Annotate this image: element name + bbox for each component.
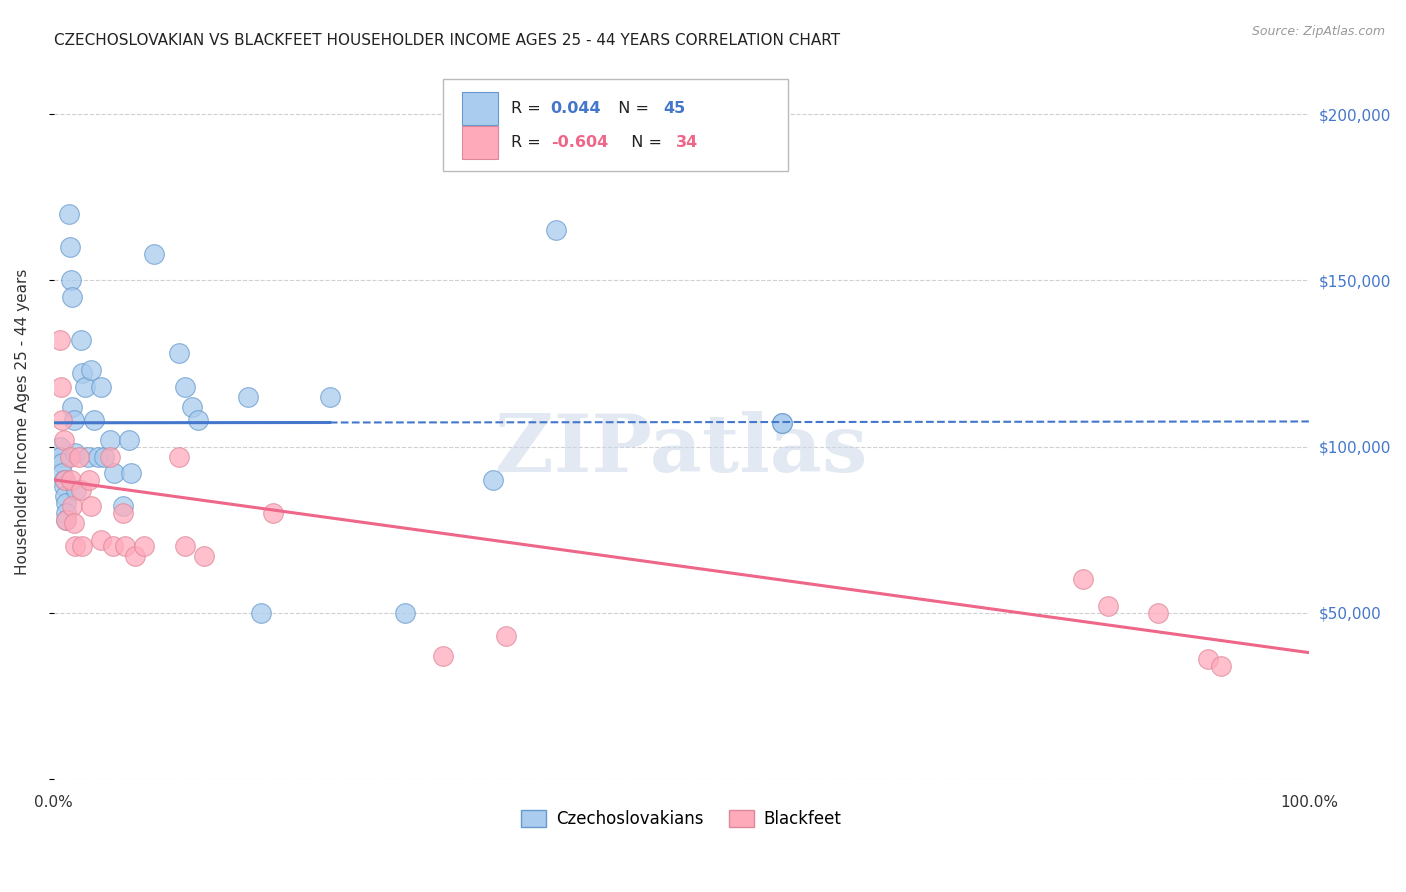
Point (1071, 573, 1094, 587)
Point (98, 433, 121, 447)
Point (62, 516, 84, 530)
Point (101, 539, 124, 553)
Point (1209, 659, 1232, 673)
Point (167, 450, 190, 464)
Point (63, 446, 86, 460)
Point (180, 400, 202, 414)
FancyBboxPatch shape (461, 92, 498, 125)
Point (55, 513, 77, 527)
Point (51, 413, 73, 427)
Point (49, 333, 72, 347)
Point (432, 648, 454, 663)
Point (67, 450, 90, 464)
Text: 0.044: 0.044 (551, 101, 602, 116)
Point (65, 483, 87, 497)
Point (1147, 606, 1170, 620)
Point (187, 413, 209, 427)
FancyBboxPatch shape (461, 126, 498, 159)
Point (49, 380, 72, 394)
Point (53, 473, 76, 487)
Point (70, 333, 93, 347)
Point (55, 513, 77, 527)
Point (93, 450, 115, 464)
Text: R =: R = (510, 135, 546, 150)
Point (62, 413, 84, 427)
Point (62, 400, 84, 414)
Text: -0.604: -0.604 (551, 135, 607, 150)
Point (63, 539, 86, 553)
Point (52, 479, 75, 493)
Point (111, 506, 134, 520)
Point (60, 273, 83, 287)
Point (80, 500, 103, 514)
Point (86, 450, 108, 464)
Point (53, 489, 76, 503)
FancyBboxPatch shape (443, 78, 787, 171)
Point (62, 290, 84, 304)
Point (174, 380, 197, 394)
Point (143, 246, 166, 260)
Point (111, 500, 134, 514)
Text: 45: 45 (664, 101, 686, 116)
Point (770, 417, 793, 431)
Point (59, 450, 82, 464)
Point (51, 456, 73, 470)
Point (262, 506, 284, 520)
Point (132, 539, 155, 553)
Point (124, 549, 146, 564)
Point (495, 629, 517, 643)
Text: CZECHOSLOVAKIAN VS BLACKFEET HOUSEHOLDER INCOME AGES 25 - 44 YEARS CORRELATION C: CZECHOSLOVAKIAN VS BLACKFEET HOUSEHOLDER… (53, 33, 839, 48)
Point (167, 346, 190, 360)
Point (49, 450, 72, 464)
Point (76, 450, 98, 464)
Point (51, 466, 73, 480)
Text: N =: N = (609, 101, 655, 116)
Point (90, 380, 112, 394)
Point (73, 380, 96, 394)
Point (319, 390, 342, 404)
Point (103, 466, 125, 480)
Point (49, 440, 72, 454)
Text: ZIPatlas: ZIPatlas (495, 411, 868, 489)
Text: Source: ZipAtlas.com: Source: ZipAtlas.com (1251, 25, 1385, 38)
Point (90, 533, 112, 547)
Point (118, 433, 141, 447)
Point (482, 473, 505, 487)
Text: R =: R = (510, 101, 546, 116)
Point (55, 506, 77, 520)
Point (60, 473, 83, 487)
Point (80, 363, 103, 377)
Point (55, 496, 77, 510)
Point (77, 473, 100, 487)
Point (58, 207, 80, 221)
Point (62, 500, 84, 514)
Point (52, 473, 75, 487)
Point (52, 433, 75, 447)
Y-axis label: Householder Income Ages 25 - 44 years: Householder Income Ages 25 - 44 years (15, 268, 30, 574)
Point (1198, 652, 1220, 666)
Point (70, 483, 93, 497)
Point (394, 606, 416, 620)
Point (98, 450, 121, 464)
Point (238, 390, 260, 404)
Legend: Czechoslovakians, Blackfeet: Czechoslovakians, Blackfeet (515, 804, 848, 835)
Point (114, 539, 136, 553)
Point (770, 417, 793, 431)
Point (174, 539, 197, 553)
Point (544, 223, 567, 237)
Text: N =: N = (621, 135, 666, 150)
Point (59, 240, 82, 254)
Point (72, 539, 94, 553)
Point (83, 413, 105, 427)
Text: 34: 34 (676, 135, 699, 150)
Point (120, 466, 142, 480)
Point (193, 549, 215, 564)
Point (1097, 599, 1119, 613)
Point (249, 606, 271, 620)
Point (72, 367, 94, 381)
